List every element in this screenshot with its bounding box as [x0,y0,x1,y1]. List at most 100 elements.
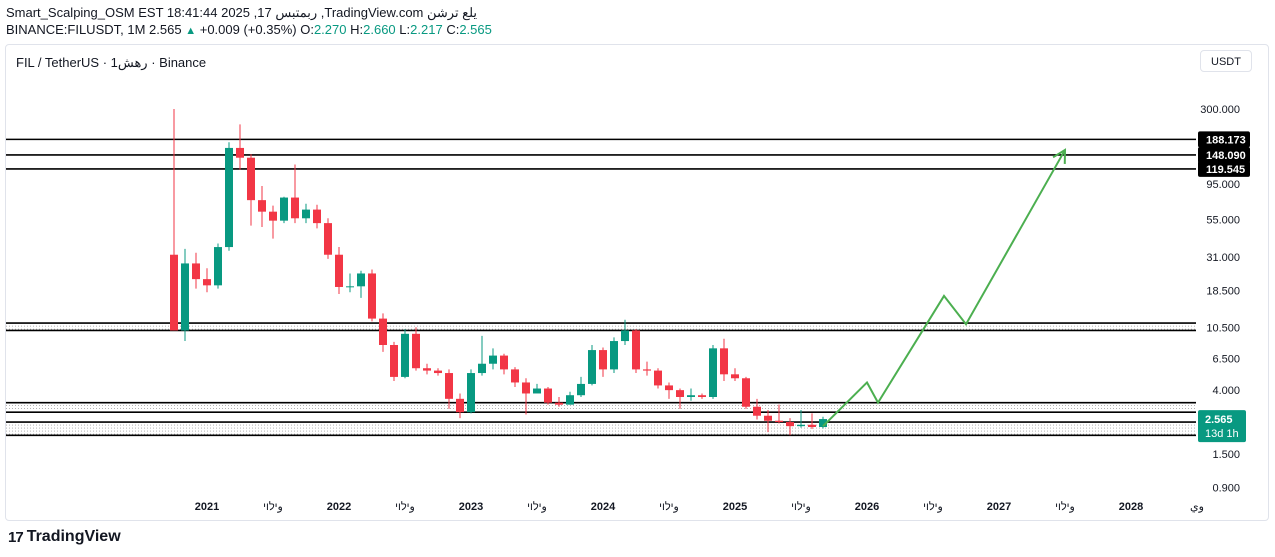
candle-body [445,373,453,399]
candle-body [709,348,717,397]
last-price-badge [1198,410,1246,443]
y-axis-tick-label: 6.500 [1212,354,1240,366]
candle-body [357,273,365,287]
candle-body [588,350,596,384]
candle-body [665,385,673,391]
candle-body [467,373,475,413]
high-value: 2.660 [363,22,396,37]
x-axis-tick-label: وילוי [395,500,415,513]
y-axis-tick-label: 300.000 [1200,104,1240,116]
series-legend: FIL / TetherUS · 1رهش · Binance [16,55,207,70]
candle-body [577,383,585,396]
candle-body [753,406,761,416]
x-axis-tick-label: وילוי [791,500,811,513]
candle-body [302,209,310,219]
symbol-ohlc-bar: BINANCE:FILUSDT, 1M 2.565 ▲ +0.009 (+0.3… [6,22,492,39]
x-axis-tick-label: 2026 [855,501,879,513]
candle-body [346,286,354,288]
candle-body [280,197,288,221]
open-value: 2.270 [313,22,347,37]
candle-body [247,157,255,201]
candle-body [533,388,541,394]
y-axis-tick-label: 4.000 [1212,385,1240,397]
y-axis-tick-label: 0.900 [1212,482,1240,494]
candle-body [236,147,244,158]
level-price-badge [1198,146,1250,163]
candle-body [412,333,420,369]
tradingview-brand: 17 TradingView [8,528,121,546]
x-axis-tick-label: 2027 [987,501,1011,513]
candle-body [203,279,211,286]
level-price-label: 188.173 [1206,134,1246,146]
candle-body [214,247,222,286]
candle-body [643,369,651,371]
candle-body [500,355,508,370]
y-axis-tick-label: 95.000 [1206,179,1240,191]
candle-body [181,263,189,331]
level-price-badge [1198,131,1250,148]
candle-body [599,350,607,370]
candle-body [544,388,552,403]
level-price-label: 148.090 [1206,150,1246,162]
y-axis-tick-label: 31.000 [1206,252,1240,264]
close-value: 2.565 [459,22,492,37]
chart-frame [5,44,1269,521]
candle-body [170,254,178,331]
currency-button[interactable]: USDT [1200,50,1252,72]
level-price-label: 119.545 [1206,164,1245,176]
x-axis-tick-label: 2023 [459,501,483,513]
candle-body [742,378,750,407]
candle-body [489,355,497,364]
candle-body [192,263,200,280]
candle-body [808,424,816,428]
x-axis-tick-label: وילוי [659,500,679,513]
y-axis-tick-label: 10.500 [1206,322,1240,334]
x-axis-tick-label: وילוי [263,500,283,513]
candle-body [566,395,574,405]
level-price-badge [1198,160,1250,177]
low-label: L: [399,22,411,37]
candle-body [522,382,530,394]
candle-body [610,341,618,370]
symbol-label: BINANCE:FILUSDT, 1M [6,22,146,37]
candle-body [621,330,629,342]
x-axis-tick-label: 2024 [591,501,616,513]
candle-body [335,254,343,287]
price-change: +0.009 (+0.35%) [199,22,297,37]
x-axis-tick-label: وילוי [1055,500,1075,513]
candle-body [731,374,739,379]
candle-body [291,197,299,219]
candle-body [720,348,728,375]
candle-body [379,318,387,345]
y-axis-tick-label: 55.000 [1206,214,1240,226]
candle-body [324,223,332,255]
candle-body [423,368,431,371]
candle-body [434,370,442,374]
close-label: C: [446,22,460,37]
candle-body [511,369,519,383]
tradingview-logo-icon: 17 [8,528,24,546]
x-axis-tick-label: 2028 [1119,501,1143,513]
candle-body [390,344,398,377]
bar-countdown-label: 13d 1h [1205,428,1239,440]
candle-body [676,390,684,397]
last-price-label: 2.565 [1205,414,1233,426]
last-price: 2.565 [149,22,182,37]
candle-body [269,211,277,221]
candle-body [456,398,464,413]
low-value: 2.217 [410,22,443,37]
y-axis-tick-label: 1.500 [1212,449,1240,461]
high-label: H: [350,22,364,37]
candle-body [786,422,794,427]
candle-body [698,395,706,397]
candle-body [819,419,827,428]
candle-body [555,402,563,405]
candle-body [775,420,783,423]
candle-body [687,395,695,397]
y-axis-tick-label: 18.500 [1206,285,1240,297]
candle-body [797,424,805,427]
candle-body [225,147,233,248]
chart-snapshot-header: Smart_Scalping_OSM EST 18:41:44 2025 ,17… [6,5,478,20]
x-axis-tick-label: 2022 [327,501,351,513]
